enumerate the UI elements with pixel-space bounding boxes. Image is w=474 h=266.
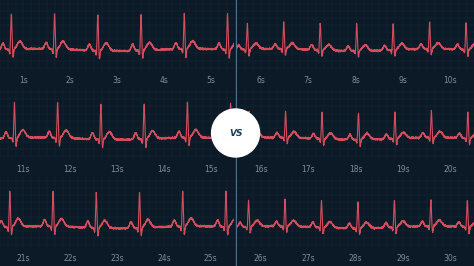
Text: 30s: 30s — [443, 253, 457, 263]
Text: 28s: 28s — [349, 253, 362, 263]
Text: 21s: 21s — [17, 253, 30, 263]
Text: 10s: 10s — [444, 76, 457, 85]
Text: 3s: 3s — [113, 76, 121, 85]
Text: 8s: 8s — [351, 76, 360, 85]
Text: VS: VS — [229, 128, 242, 138]
Text: 12s: 12s — [64, 165, 77, 174]
Text: 16s: 16s — [254, 165, 267, 174]
Text: 19s: 19s — [396, 165, 410, 174]
Text: 13s: 13s — [110, 165, 124, 174]
Text: 23s: 23s — [110, 253, 124, 263]
Text: 20s: 20s — [444, 165, 457, 174]
Text: 26s: 26s — [254, 253, 267, 263]
Text: 29s: 29s — [396, 253, 410, 263]
Text: 18s: 18s — [349, 165, 362, 174]
Text: 9s: 9s — [399, 76, 407, 85]
Text: 15s: 15s — [204, 165, 218, 174]
Text: 11s: 11s — [17, 165, 30, 174]
Text: 17s: 17s — [301, 165, 315, 174]
Text: 14s: 14s — [157, 165, 171, 174]
Circle shape — [211, 109, 260, 157]
Text: 7s: 7s — [304, 76, 312, 85]
Text: 4s: 4s — [159, 76, 168, 85]
Text: 6s: 6s — [256, 76, 265, 85]
Text: 2s: 2s — [66, 76, 74, 85]
Text: 22s: 22s — [64, 253, 77, 263]
Text: 24s: 24s — [157, 253, 171, 263]
Text: 1s: 1s — [19, 76, 28, 85]
Text: 27s: 27s — [301, 253, 315, 263]
Text: 5s: 5s — [206, 76, 215, 85]
Text: 25s: 25s — [204, 253, 218, 263]
